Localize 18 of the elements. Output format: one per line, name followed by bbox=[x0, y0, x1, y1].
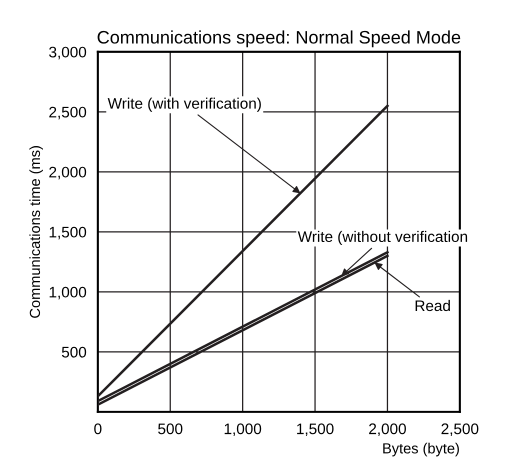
x-tick-label: 2,000 bbox=[369, 423, 406, 436]
x-tick-label: 500 bbox=[158, 423, 182, 434]
x-tick-label: 1,000 bbox=[224, 423, 262, 436]
chart-title: Communications speed: Normal Speed Mode bbox=[98, 30, 460, 48]
y-tick-label: 2,000 bbox=[49, 166, 86, 180]
x-tick-label: 1,500 bbox=[297, 423, 334, 436]
y-tick-label: 3,000 bbox=[49, 46, 86, 60]
x-tick-label: 0 bbox=[94, 423, 102, 434]
y-tick-label: 1,500 bbox=[50, 226, 86, 240]
y-tick-label: 1,000 bbox=[50, 286, 86, 300]
annotation: Read bbox=[416, 300, 450, 312]
y-tick-label: 500 bbox=[62, 346, 86, 358]
x-tick-label: 2,500 bbox=[442, 423, 478, 436]
y-axis-title: Communications time (ms) bbox=[29, 146, 43, 318]
y-tick-label: 2,500 bbox=[49, 106, 86, 120]
x-axis-title: Bytes (byte) bbox=[383, 442, 459, 456]
annotation: Write (without verification bbox=[298, 230, 468, 246]
annotation: Write (with verification) bbox=[108, 98, 261, 112]
